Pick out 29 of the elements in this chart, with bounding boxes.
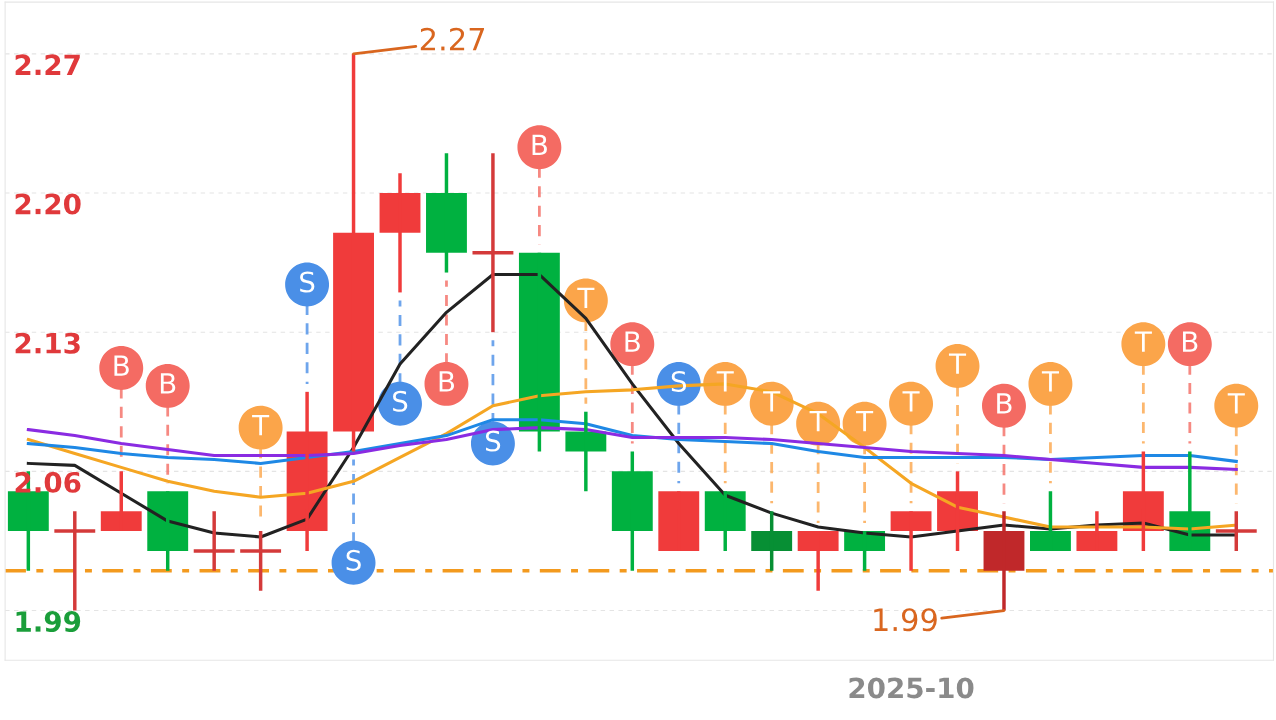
data-label: S — [393, 390, 408, 412]
data-label: S — [300, 271, 315, 293]
data-label: B — [114, 355, 129, 376]
data-label: B — [1183, 331, 1198, 352]
data-label: T — [716, 371, 734, 392]
data-label: T — [948, 353, 967, 374]
data-label: B — [625, 331, 640, 352]
annotation: 2.27 — [420, 27, 485, 51]
x-tick-label: 2025-10 — [849, 677, 974, 699]
data-label: B — [997, 393, 1012, 414]
y-tick-label: 2.20 — [15, 193, 81, 215]
annotation: 1.99 — [874, 608, 937, 632]
data-label: T — [1134, 331, 1152, 352]
y-tick-label: 2.13 — [15, 332, 80, 354]
data-label: T — [809, 411, 827, 432]
data-label: B — [439, 371, 455, 392]
data-label: T — [902, 391, 920, 412]
data-label: T — [763, 391, 781, 412]
data-label: T — [252, 415, 270, 436]
data-label: S — [346, 549, 361, 571]
data-label: S — [485, 430, 501, 452]
data-label: T — [1227, 393, 1245, 414]
data-label: B — [160, 373, 176, 394]
data-label: T — [856, 411, 874, 432]
data-label: T — [1041, 371, 1060, 392]
y-tick-label: 1.99 — [16, 611, 81, 633]
data-label: T — [577, 287, 595, 309]
data-label: B — [532, 134, 547, 155]
y-tick-label: 2.27 — [15, 54, 80, 75]
